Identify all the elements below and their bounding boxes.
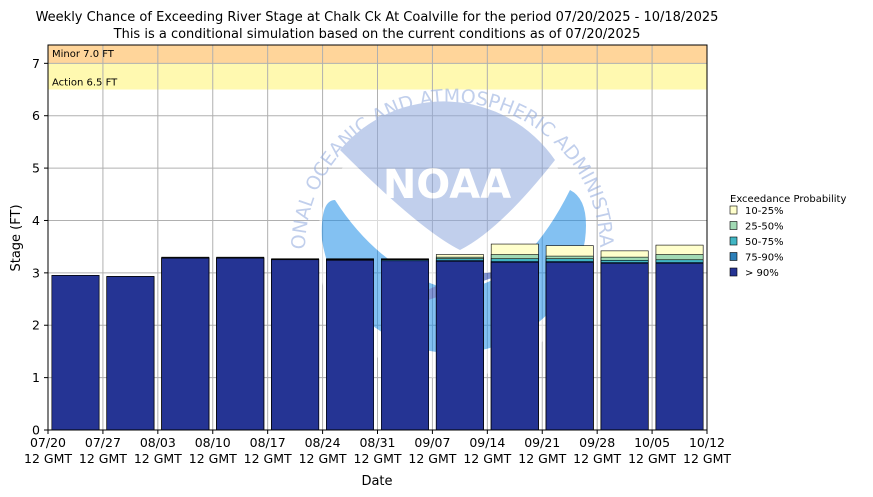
x-tick-date-6: 08/31 <box>359 435 395 450</box>
x-tick-time-11: 12 GMT <box>628 451 676 466</box>
x-tick-time-2: 12 GMT <box>134 451 182 466</box>
flood-level-labels: Minor 7.0 FT Action 6.5 FT <box>52 49 118 89</box>
y-tick-label-5: 5 <box>32 161 40 176</box>
y-tick-label-4: 4 <box>32 213 40 228</box>
legend-label-0: 10-25% <box>745 206 784 217</box>
y-axis-label: Stage (FT) <box>9 204 24 271</box>
x-tick-time-12: 12 GMT <box>683 451 731 466</box>
legend-label-3: 75-90% <box>745 253 784 264</box>
bar-10-series-4 <box>600 263 649 431</box>
x-tick-date-11: 10/05 <box>634 435 670 450</box>
flood-label-0: Minor 7.0 FT <box>52 49 115 60</box>
legend-swatch-3 <box>729 252 738 261</box>
x-tick-time-5: 12 GMT <box>299 451 347 466</box>
x-tick-time-7: 12 GMT <box>408 451 456 466</box>
legend-swatch-0 <box>729 205 738 215</box>
bar-group-2 <box>161 256 210 431</box>
x-tick-time-3: 12 GMT <box>189 451 237 466</box>
bar-9-series-4 <box>545 262 594 431</box>
bar-groups <box>51 243 704 431</box>
bar-group-4 <box>271 258 320 431</box>
y-tick-label-6: 6 <box>32 108 40 123</box>
x-tick-date-8: 09/14 <box>469 435 505 450</box>
x-tick-date-9: 09/21 <box>524 435 560 450</box>
bar-group-5 <box>326 258 374 431</box>
flood-label-1: Action 6.5 FT <box>52 78 118 89</box>
bar-1-series-4 <box>106 276 155 431</box>
bar-8-series-4 <box>490 262 539 431</box>
legend-swatch-2 <box>729 236 738 246</box>
x-tick-date-5: 08/24 <box>305 435 341 450</box>
bar-group-6 <box>381 258 429 431</box>
bar-group-0 <box>51 275 100 431</box>
legend-title: Exceedance Probability <box>730 194 846 205</box>
bar-group-3 <box>216 256 265 431</box>
bar-group-10 <box>600 250 649 431</box>
bar-4-series-4 <box>271 259 320 431</box>
x-tick-date-12: 10/12 <box>689 435 725 450</box>
chart-title: Weekly Chance of Exceeding River Stage a… <box>36 10 719 25</box>
y-tick-label-2: 2 <box>32 318 40 333</box>
x-axis-label: Date <box>361 474 392 489</box>
legend-swatch-4 <box>729 267 738 277</box>
bar-group-8 <box>490 243 539 431</box>
legend-swatch-1 <box>729 221 738 230</box>
x-tick-date-3: 08/10 <box>195 435 231 450</box>
legend-label-4: > 90% <box>745 268 779 279</box>
bar-3-series-4 <box>216 257 265 431</box>
y-axis-ticks: 0 1 2 3 4 5 6 7 <box>32 56 48 438</box>
bar-group-1 <box>106 276 155 431</box>
x-tick-date-2: 08/03 <box>140 435 176 450</box>
chart-subtitle: This is a conditional simulation based o… <box>113 27 641 42</box>
legend: Exceedance Probability 10-25% 25-50% 50-75… <box>729 194 846 279</box>
x-tick-time-0: 12 GMT <box>24 451 72 466</box>
bar-2-series-4 <box>161 257 210 431</box>
bar-7-series-4 <box>435 261 484 431</box>
legend-label-2: 50-75% <box>745 237 784 248</box>
y-tick-label-7: 7 <box>32 56 40 71</box>
bar-0-series-4 <box>51 275 100 431</box>
y-tick-label-3: 3 <box>32 265 40 280</box>
x-tick-time-10: 12 GMT <box>573 451 621 466</box>
x-tick-time-6: 12 GMT <box>354 451 402 466</box>
svg-text:NOAA: NOAA <box>383 162 511 208</box>
x-tick-date-7: 09/07 <box>414 435 450 450</box>
bar-11-series-4 <box>655 263 704 431</box>
bar-group-9 <box>545 245 594 431</box>
y-tick-label-0: 0 <box>32 423 40 438</box>
x-tick-date-4: 08/17 <box>250 435 286 450</box>
x-tick-time-8: 12 GMT <box>463 451 511 466</box>
x-tick-time-4: 12 GMT <box>244 451 292 466</box>
x-tick-date-10: 09/28 <box>579 435 615 450</box>
x-tick-date-1: 07/27 <box>85 435 121 450</box>
bar-6-series-4 <box>381 260 429 431</box>
x-tick-date-0: 07/20 <box>30 435 66 450</box>
bar-group-7 <box>435 254 484 431</box>
y-tick-label-1: 1 <box>32 370 40 385</box>
legend-label-1: 25-50% <box>745 222 784 233</box>
x-tick-time-1: 12 GMT <box>79 451 127 466</box>
bar-group-11 <box>655 244 704 431</box>
x-tick-time-9: 12 GMT <box>518 451 566 466</box>
bar-5-series-4 <box>326 259 374 431</box>
